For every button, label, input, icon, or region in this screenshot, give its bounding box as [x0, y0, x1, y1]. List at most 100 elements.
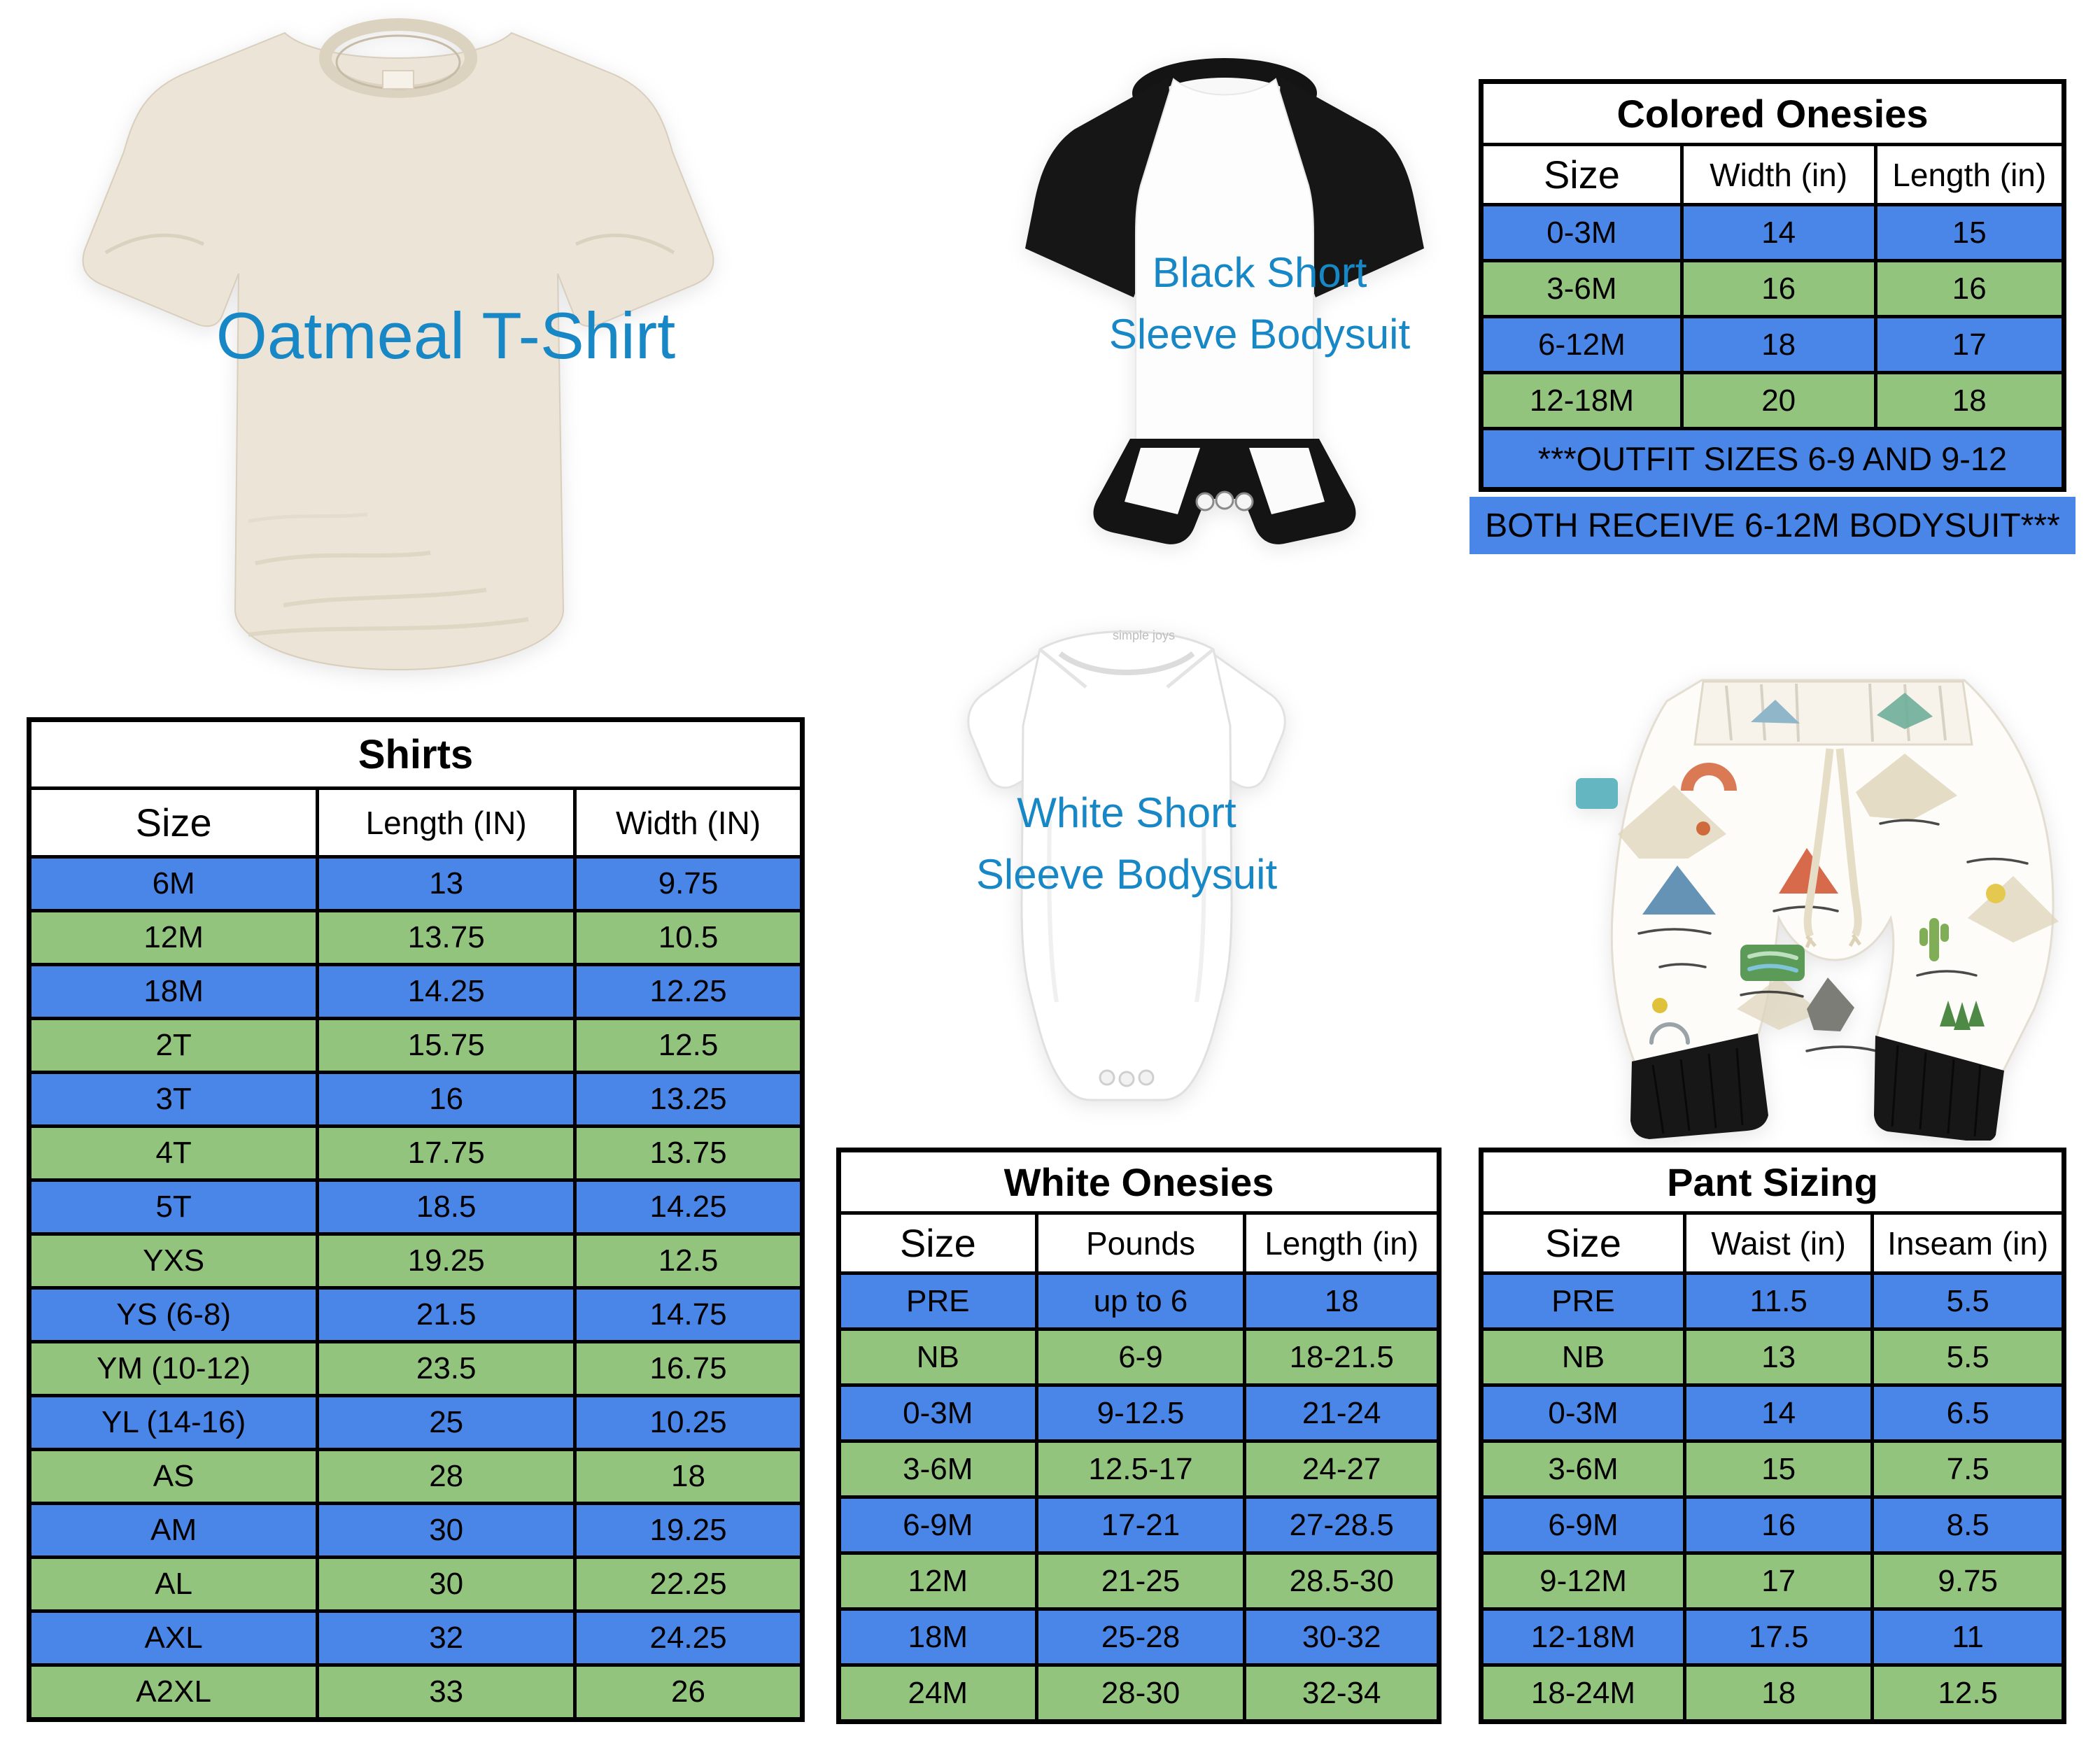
- tshirt-graphic: [82, 18, 714, 671]
- drawstring: [1835, 748, 1862, 937]
- size-cell: YXS: [143, 1243, 205, 1278]
- width-cell: 10.5: [573, 912, 800, 963]
- table-row: 6M 13 9.75: [31, 855, 800, 909]
- waist-cell: 17.5: [1682, 1611, 1870, 1663]
- table-title: White Onesies: [1003, 1159, 1274, 1204]
- pant-sizing-table: Pant Sizing Size Waist (in) Inseam (in) …: [1479, 1148, 2066, 1724]
- size-cell: 6-9M: [903, 1507, 973, 1542]
- column-header: Length (in): [1873, 146, 2062, 203]
- table-row: YS (6-8) 21.5 14.75: [31, 1286, 800, 1340]
- table-row: 9-12M 17 9.75: [1484, 1551, 2062, 1607]
- waistband: [1693, 680, 1973, 746]
- table-row: 18M 14.25 12.25: [31, 963, 800, 1017]
- width-cell: 14.75: [573, 1290, 800, 1340]
- pounds-cell: 12.5-17: [1034, 1443, 1243, 1495]
- table-row: AS 28 18: [31, 1448, 800, 1502]
- table-row: 18-24M 18 12.5: [1484, 1663, 2062, 1719]
- pounds-cell: up to 6: [1034, 1275, 1243, 1327]
- inseam-cell: 11: [1870, 1611, 2062, 1663]
- length-cell: 18: [1873, 374, 2062, 427]
- length-cell: 15: [1873, 206, 2062, 259]
- size-cell: 0-3M: [1546, 215, 1617, 250]
- size-cell: 18M: [908, 1619, 968, 1654]
- length-cell: 13: [316, 859, 573, 909]
- size-cell: 12M: [143, 920, 204, 954]
- width-cell: 18: [1679, 318, 1874, 371]
- length-cell: 30: [316, 1505, 573, 1555]
- size-cell: 2T: [155, 1028, 192, 1062]
- pounds-cell: 9-12.5: [1034, 1387, 1243, 1439]
- snap: [1138, 1069, 1155, 1086]
- length-cell: 32-34: [1243, 1667, 1437, 1719]
- snap: [1118, 1071, 1135, 1087]
- table-row: 12M 13.75 10.5: [31, 909, 800, 963]
- table-header-row: Size Waist (in) Inseam (in): [1484, 1211, 2062, 1271]
- table-row: YM (10-12) 23.5 16.75: [31, 1340, 800, 1394]
- width-cell: 9.75: [573, 859, 800, 909]
- shirts-table: Shirts Size Length (IN) Width (IN) 6M 13…: [27, 717, 805, 1722]
- black-bodysuit-label-line1: Black Short: [1152, 249, 1367, 296]
- size-cell: AL: [155, 1567, 193, 1601]
- column-header: Waist (in): [1682, 1215, 1870, 1271]
- width-cell: 22.25: [573, 1559, 800, 1609]
- size-cell: NB: [916, 1339, 959, 1374]
- bodysuit-torso: [1020, 630, 1233, 1101]
- inseam-cell: 8.5: [1870, 1499, 2062, 1551]
- length-cell: 16: [1873, 262, 2062, 315]
- width-cell: 14: [1679, 206, 1874, 259]
- column-header: Width (IN): [573, 790, 800, 855]
- size-cell: 6-12M: [1538, 327, 1626, 362]
- size-cell: 3T: [155, 1082, 192, 1116]
- pounds-cell: 21-25: [1034, 1555, 1243, 1607]
- size-cell: A2XL: [136, 1674, 211, 1709]
- size-cell: AXL: [144, 1621, 203, 1655]
- length-cell: 28.5-30: [1243, 1555, 1437, 1607]
- size-cell: 3-6M: [903, 1451, 973, 1486]
- table-row: AXL 32 24.25: [31, 1609, 800, 1663]
- tshirt-neck-tag: [382, 70, 414, 90]
- size-cell: YM (10-12): [97, 1351, 251, 1385]
- table-row: 3-6M 16 16: [1484, 259, 2062, 315]
- length-cell: 27-28.5: [1243, 1499, 1437, 1551]
- length-cell: 21.5: [316, 1290, 573, 1340]
- size-cell: 3-6M: [1548, 1451, 1619, 1486]
- length-cell: 18.5: [316, 1182, 573, 1232]
- colored-onesies-table: Colored Onesies Size Width (in) Length (…: [1479, 79, 2066, 492]
- black-bodysuit-image: [990, 38, 1459, 626]
- length-cell: 17: [1873, 318, 2062, 371]
- width-cell: 14.25: [573, 1182, 800, 1232]
- length-cell: 28: [316, 1451, 573, 1502]
- brand-tag-text: simple joys: [1113, 628, 1175, 642]
- pounds-cell: 17-21: [1034, 1499, 1243, 1551]
- table-row: PRE up to 6 18: [841, 1271, 1437, 1327]
- length-cell: 19.25: [316, 1236, 573, 1286]
- size-cell: AS: [153, 1459, 195, 1493]
- table-header-row: Size Pounds Length (in): [841, 1211, 1437, 1271]
- table-row: 6-12M 18 17: [1484, 315, 2062, 371]
- table-row: 5T 18.5 14.25: [31, 1178, 800, 1232]
- length-cell: 15.75: [316, 1020, 573, 1071]
- length-cell: 18-21.5: [1243, 1331, 1437, 1383]
- waist-cell: 18: [1682, 1667, 1870, 1719]
- size-cell: 9-12M: [1539, 1563, 1627, 1598]
- column-header: Length (IN): [316, 790, 573, 855]
- width-cell: 12.5: [573, 1236, 800, 1286]
- waist-cell: 15: [1682, 1443, 1870, 1495]
- length-cell: 25: [316, 1397, 573, 1448]
- column-header: Pounds: [1034, 1215, 1243, 1271]
- size-cell: 18M: [143, 974, 204, 1008]
- width-cell: 24.25: [573, 1613, 800, 1663]
- table-header-row: Size Length (IN) Width (IN): [31, 786, 800, 855]
- table-row: 24M 28-30 32-34: [841, 1663, 1437, 1719]
- table-row: 3-6M 12.5-17 24-27: [841, 1439, 1437, 1495]
- width-cell: 18: [573, 1451, 800, 1502]
- size-cell: 6M: [152, 866, 195, 901]
- table-row: PRE 11.5 5.5: [1484, 1271, 2062, 1327]
- tshirt-body: [82, 31, 714, 671]
- width-cell: 19.25: [573, 1505, 800, 1555]
- column-header: Size: [135, 800, 212, 845]
- drawstring: [1803, 748, 1834, 938]
- white-onesies-table: White Onesies Size Pounds Length (in) PR…: [836, 1148, 1442, 1724]
- table-row: YXS 19.25 12.5: [31, 1232, 800, 1286]
- snap: [1099, 1069, 1115, 1086]
